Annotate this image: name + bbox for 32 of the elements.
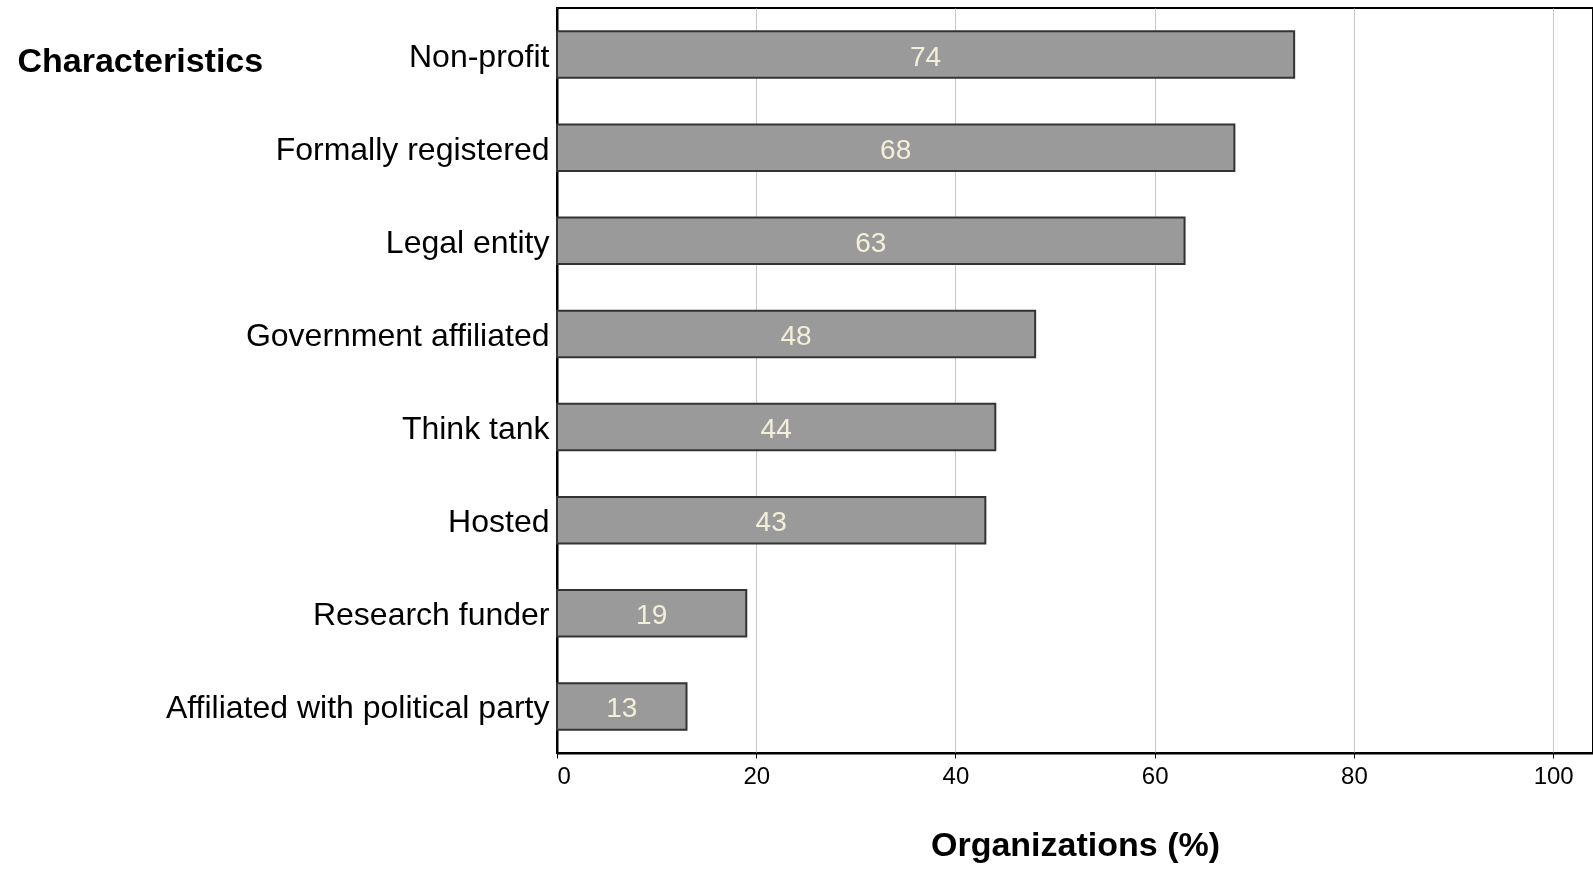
data-label: 19 [636, 599, 668, 631]
bar [556, 30, 1296, 79]
y-tick-label: Government affiliated [245, 316, 550, 353]
bar [556, 495, 987, 545]
y-tick-label: Hosted [448, 503, 550, 540]
y-tick-label: Non-profit [409, 37, 550, 74]
bar [556, 309, 1037, 359]
bar [556, 216, 1186, 266]
bar [556, 589, 748, 638]
y-tick-label: Think tank [401, 410, 551, 447]
data-label: 48 [780, 319, 812, 351]
x-axis-title: Organizations (%) [930, 824, 1221, 863]
y-tick-label: Affiliated with political party [165, 689, 550, 726]
x-tick-label: 0 [557, 761, 571, 789]
data-label: 44 [760, 413, 792, 445]
data-label: 13 [606, 692, 638, 724]
x-tick-label: 40 [942, 761, 970, 789]
x-tick-label: 80 [1341, 761, 1368, 789]
data-label: 74 [910, 40, 942, 72]
x-tick-label: 60 [1141, 761, 1169, 789]
y-tick-label: Research funder [312, 596, 550, 633]
bar [556, 402, 997, 452]
y-tick-label: Legal entity [385, 223, 550, 260]
data-label: 63 [855, 226, 887, 258]
y-axis-title: Characteristics [17, 40, 264, 79]
bar [556, 682, 688, 731]
y-tick-label: Formally registered [275, 130, 550, 167]
data-label: 43 [755, 506, 787, 538]
data-label: 68 [880, 133, 912, 165]
bar [556, 123, 1236, 172]
x-tick-label: 20 [743, 761, 771, 789]
x-tick-label: 100 [1533, 761, 1574, 789]
